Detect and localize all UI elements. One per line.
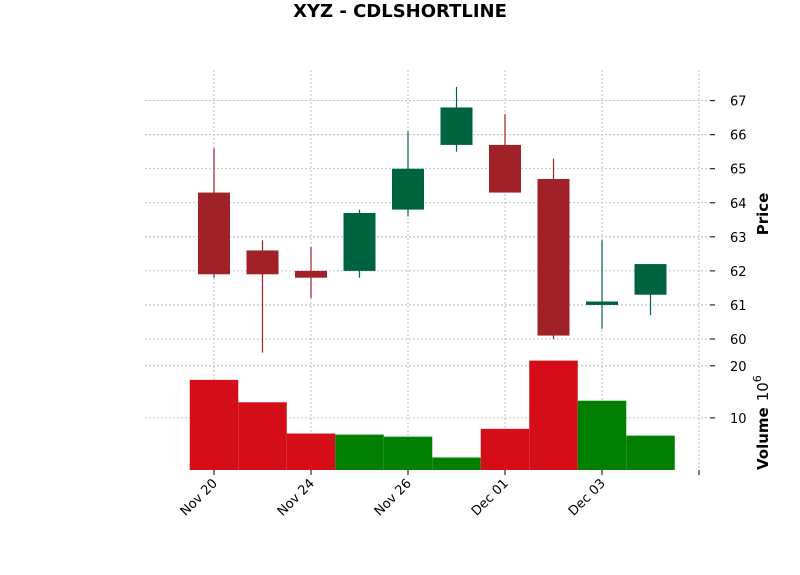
price-tick-label: 60 [730,333,747,348]
x-tick-label: Dec 01 [469,476,512,519]
price-tick-labels: 60 61 62 63 64 65 66 67 [710,95,747,348]
x-tick-label: Nov 24 [275,476,318,519]
volume-bar-up [432,457,481,470]
volume-tick-label: 20 [730,360,747,375]
volume-panel: 10 20 Volume106 [145,358,772,470]
volume-bar-down [238,402,287,470]
volume-bars [189,360,675,470]
price-tick-label: 62 [730,265,747,280]
x-tick-label: Nov 20 [178,476,221,519]
price-axis-label: Price [754,193,772,236]
x-tick-label: Nov 26 [372,476,415,519]
price-candles [198,87,667,353]
price-tick-label: 65 [730,163,747,178]
volume-bar-up [335,434,384,470]
candle-body-up [440,107,473,145]
candle-body-up [634,264,667,295]
price-tick-label: 67 [730,95,747,110]
volume-bar-up [626,435,675,470]
price-tick-label: 64 [730,197,747,212]
candle-body-down [246,250,279,275]
volume-axis-label-group: Volume106 [751,375,772,470]
volume-axis-label: Volume106 [751,375,772,470]
volume-bar-up [577,400,627,470]
volume-bar-down [286,433,336,470]
candle-body-up [586,301,618,305]
x-axis-tick-labels: Nov 20 Nov 24 Nov 26 Dec 01 Dec 03 [178,470,700,519]
volume-tick-labels: 10 20 [710,360,747,427]
price-tick-label: 61 [730,299,747,314]
price-panel: 60 61 62 63 64 65 66 67 Price [145,70,772,356]
candle-body-down [295,270,327,278]
volume-bar-down [529,360,578,470]
candle-body-down [489,144,521,193]
volume-bar-down [189,379,239,470]
candle-body-up [392,168,424,210]
candle-body-down [537,178,570,336]
candle-body-down [198,192,230,275]
price-tick-label: 63 [730,231,747,246]
candle-body-up [343,213,376,271]
volume-bar-down [480,428,530,470]
price-tick-label: 66 [730,129,747,144]
volume-bar-up [383,436,433,470]
chart-title: XYZ - CDLSHORTLINE [293,1,507,22]
x-tick-label: Dec 03 [566,476,609,519]
volume-tick-label: 10 [730,412,747,427]
